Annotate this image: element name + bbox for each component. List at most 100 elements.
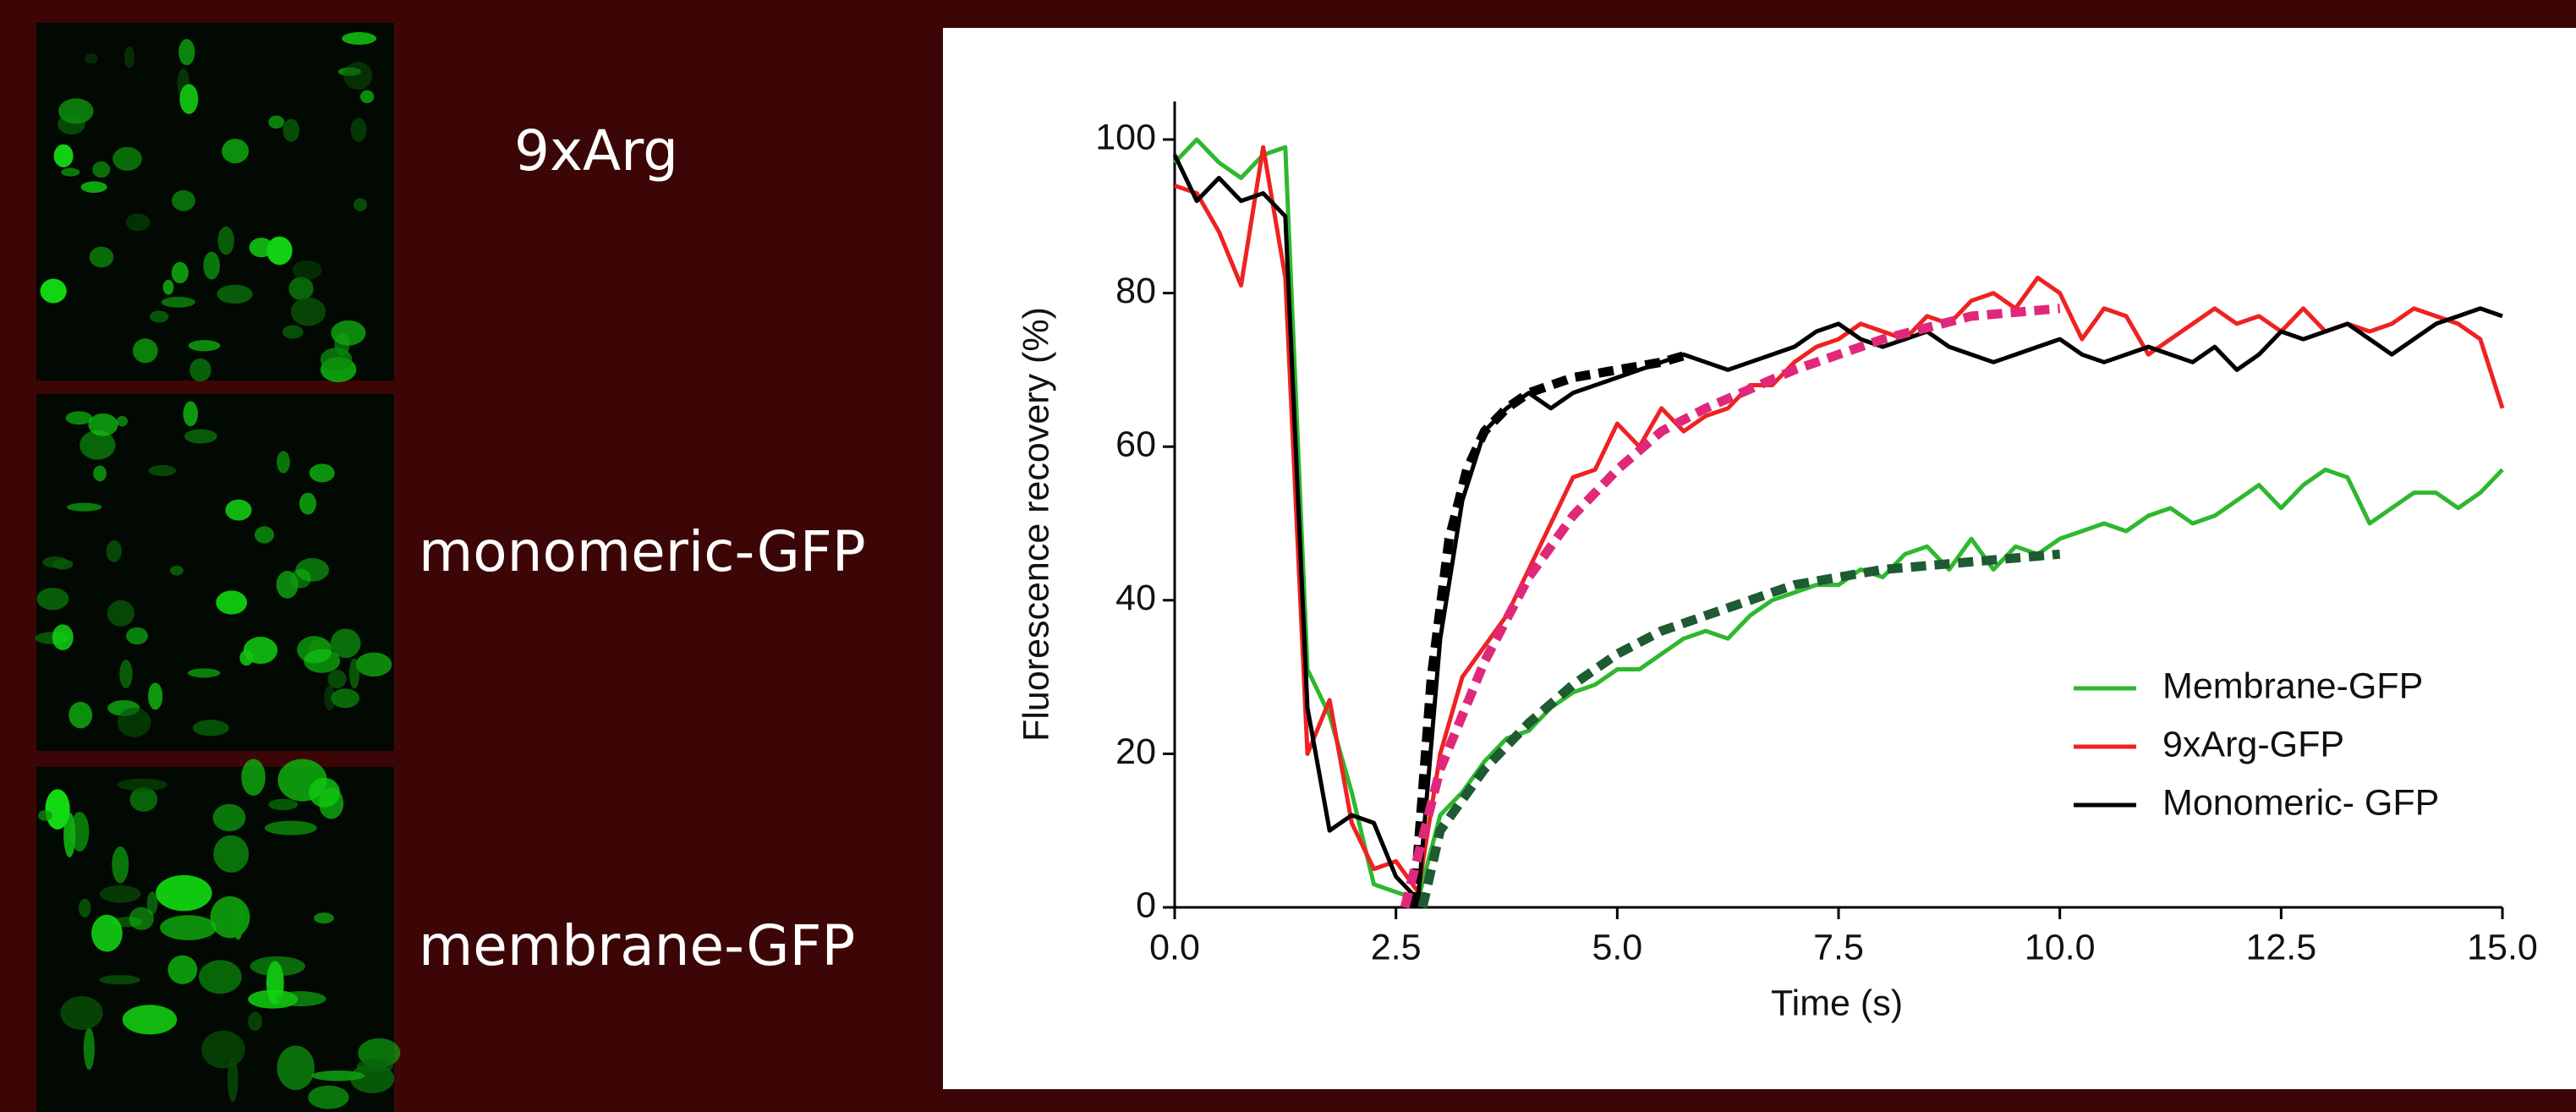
- cell: [178, 39, 195, 66]
- cell: [117, 707, 151, 737]
- x-tick-label: 12.5: [2245, 927, 2316, 967]
- cell: [355, 652, 392, 677]
- y-tick-label: 60: [1115, 425, 1156, 465]
- cell: [203, 251, 221, 280]
- cell: [314, 912, 334, 924]
- cell: [107, 600, 134, 627]
- cell: [169, 565, 184, 576]
- x-tick-label: 15.0: [2467, 927, 2538, 967]
- cell: [210, 896, 250, 939]
- cell: [239, 649, 254, 666]
- cell: [88, 413, 118, 436]
- cell: [282, 325, 304, 339]
- cell: [85, 53, 98, 64]
- cell: [304, 649, 341, 673]
- cell: [92, 161, 111, 178]
- chart: 0 20 40 60 80 100 0.0 2.5 5.0 7.5 10.0 12.5 15.0 Memb…: [1095, 101, 2538, 967]
- cell: [292, 260, 322, 280]
- cell: [65, 411, 93, 425]
- cell: [66, 502, 102, 512]
- image-label: membrane-GFP: [419, 913, 855, 978]
- x-axis-label: Time (s): [1771, 983, 1903, 1023]
- cell: [227, 1057, 238, 1102]
- cell: [117, 778, 167, 792]
- cell: [146, 891, 158, 915]
- cell: [330, 628, 361, 659]
- cell: [61, 167, 80, 177]
- legend-label: 9xArg-GFP: [2162, 724, 2344, 764]
- cell: [359, 90, 375, 104]
- cell: [129, 907, 154, 930]
- x-tick-label: 7.5: [1813, 927, 1864, 967]
- cell: [93, 465, 107, 482]
- cell: [248, 1011, 263, 1032]
- cell: [264, 820, 317, 835]
- cell: [212, 803, 246, 832]
- cell: [116, 415, 129, 427]
- cell: [187, 668, 221, 678]
- cell: [112, 146, 142, 171]
- cell: [216, 284, 253, 304]
- cell: [348, 658, 360, 689]
- x-tick-label: 2.5: [1371, 927, 1422, 967]
- x-tick-label: 10.0: [2025, 927, 2096, 967]
- cell: [79, 430, 116, 460]
- image-label: 9xArg: [514, 118, 678, 184]
- cell: [216, 590, 248, 615]
- cell: [149, 310, 169, 323]
- image-label: monomeric-GFP: [419, 519, 866, 584]
- cell: [295, 558, 330, 582]
- cell: [213, 835, 249, 873]
- y-tick-label: 40: [1115, 578, 1156, 618]
- cell: [40, 278, 67, 304]
- cell: [343, 62, 373, 90]
- cell: [282, 118, 300, 142]
- cell: [201, 1030, 245, 1069]
- cell: [225, 499, 252, 521]
- cell: [160, 915, 217, 940]
- cell: [99, 885, 141, 903]
- cell: [37, 810, 52, 821]
- cell: [311, 1070, 365, 1082]
- cell: [222, 139, 249, 164]
- cell: [356, 1059, 394, 1074]
- cell: [299, 492, 317, 515]
- fit-line: [1400, 304, 2061, 909]
- x-tick-label: 5.0: [1592, 927, 1642, 967]
- cell: [89, 246, 114, 268]
- data-line: [1172, 154, 2503, 902]
- y-tick-label: 80: [1115, 271, 1156, 311]
- cell: [249, 238, 274, 258]
- cell: [112, 846, 129, 884]
- cell: [268, 798, 299, 811]
- cell: [119, 660, 133, 688]
- y-axis-label: Fluorescence recovery (%): [1016, 307, 1056, 742]
- chart-panel: [943, 28, 2576, 1089]
- cell: [327, 670, 347, 688]
- cell: [266, 236, 293, 266]
- cell: [290, 297, 326, 326]
- cell: [350, 118, 367, 143]
- cell: [126, 627, 148, 645]
- micrograph: [36, 23, 394, 381]
- cell: [106, 540, 122, 562]
- cell: [52, 624, 74, 650]
- cell: [53, 144, 74, 167]
- cell: [52, 559, 74, 570]
- micrographs: [35, 23, 401, 1112]
- cell: [277, 451, 290, 474]
- cell: [122, 1005, 178, 1035]
- cell: [183, 401, 199, 427]
- cell: [58, 98, 94, 124]
- cell: [324, 685, 336, 711]
- cell: [36, 588, 69, 611]
- fit-line: [1409, 349, 1690, 908]
- cell: [148, 682, 163, 710]
- cell: [69, 811, 90, 852]
- cell: [309, 777, 341, 808]
- cell: [156, 874, 212, 912]
- fit-line: [1417, 549, 2061, 909]
- cell: [60, 996, 103, 1030]
- cell: [99, 974, 140, 985]
